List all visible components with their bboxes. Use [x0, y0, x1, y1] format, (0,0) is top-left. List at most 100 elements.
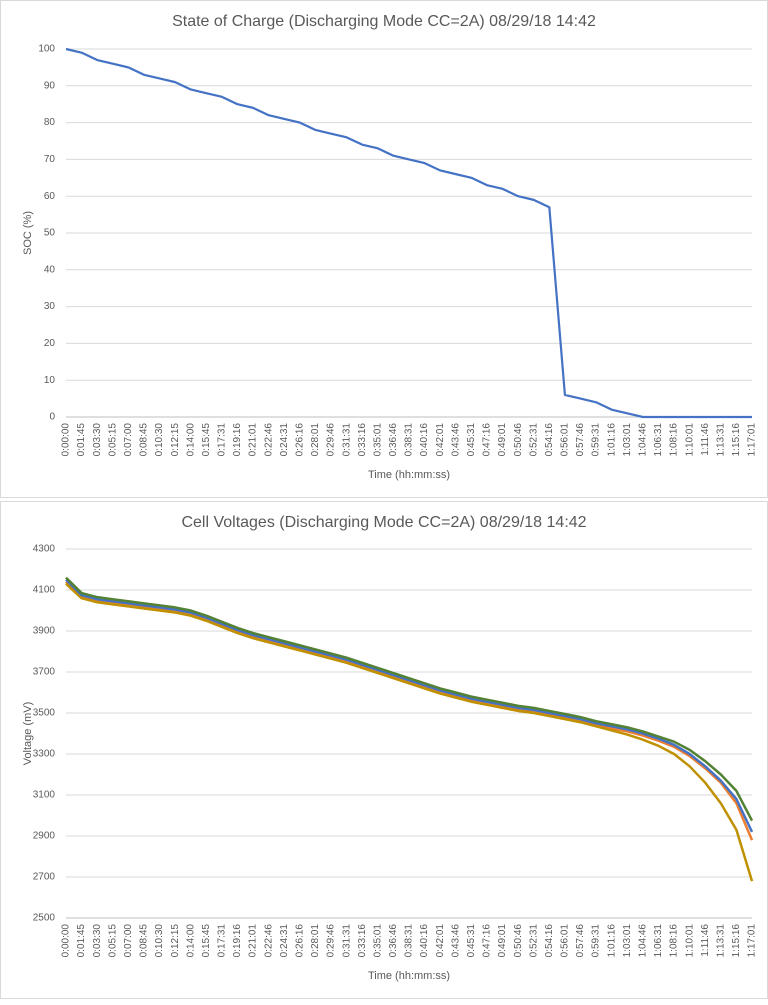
y-tick-label: 20: [44, 338, 56, 349]
y-tick-label: 4300: [33, 544, 56, 555]
x-tick-label: 0:17:31: [217, 423, 228, 457]
x-tick-label: 0:54:16: [544, 924, 555, 958]
y-axis-title: Voltage (mV): [22, 702, 34, 766]
x-tick-label: 1:01:16: [606, 924, 617, 958]
x-tick-label: 0:22:46: [263, 423, 274, 457]
y-tick-label: 3300: [33, 749, 56, 760]
x-tick-label: 0:01:45: [76, 423, 87, 457]
x-tick-label: 0:59:31: [591, 924, 602, 958]
x-tick-label: 0:10:30: [154, 423, 165, 457]
x-tick-label: 0:29:46: [326, 423, 337, 457]
x-tick-label: 0:05:15: [107, 423, 118, 457]
x-tick-label: 0:28:01: [310, 924, 321, 958]
x-tick-label: 0:38:31: [404, 423, 415, 457]
y-tick-label: 80: [44, 117, 56, 128]
x-tick-label: 0:15:45: [201, 924, 212, 958]
x-tick-label: 0:47:16: [482, 423, 493, 457]
x-tick-label: 1:15:16: [731, 423, 742, 457]
x-tick-label: 0:07:00: [123, 423, 134, 457]
x-tick-label: 1:17:01: [747, 423, 758, 457]
series-line: [65, 578, 754, 833]
x-tick-label: 0:08:45: [139, 924, 150, 958]
series-line: [65, 576, 754, 822]
x-tick-label: 0:50:46: [513, 423, 524, 457]
x-tick-label: 0:36:46: [388, 423, 399, 457]
series-line: [65, 582, 754, 882]
x-tick-label: 1:11:46: [700, 924, 711, 957]
x-tick-label: 0:00:00: [61, 924, 72, 958]
x-tick-label: 0:17:31: [217, 924, 228, 958]
x-tick-label: 1:06:31: [653, 924, 664, 958]
x-tick-label: 0:31:31: [341, 423, 352, 457]
x-tick-label: 0:19:16: [232, 423, 243, 457]
x-tick-label: 1:13:31: [715, 924, 726, 958]
x-tick-label: 0:36:46: [388, 924, 399, 958]
y-tick-label: 4100: [33, 585, 56, 596]
x-tick-label: 0:15:45: [201, 423, 212, 457]
x-tick-label: 0:50:46: [513, 924, 524, 958]
x-tick-label: 0:33:16: [357, 423, 368, 457]
panel: [0, 0, 768, 498]
x-axis-title: Time (hh:mm:ss): [368, 469, 450, 481]
x-tick-label: 1:04:46: [638, 423, 649, 457]
y-tick-label: 90: [44, 80, 56, 91]
x-tick-label: 1:13:31: [715, 423, 726, 457]
x-tick-label: 0:40:16: [419, 924, 430, 958]
x-tick-label: 0:07:00: [123, 924, 134, 958]
x-tick-label: 0:24:31: [279, 423, 290, 457]
x-tick-label: 1:01:16: [606, 423, 617, 457]
x-tick-label: 0:33:16: [357, 924, 368, 958]
x-tick-label: 0:35:01: [372, 423, 383, 457]
x-tick-label: 0:08:45: [139, 423, 150, 457]
x-tick-label: 0:00:00: [61, 423, 72, 457]
x-tick-label: 0:12:15: [170, 423, 181, 457]
x-tick-label: 0:56:01: [560, 423, 571, 457]
x-tick-label: 0:52:31: [528, 423, 539, 457]
x-tick-label: 1:08:16: [669, 423, 680, 457]
x-tick-label: 1:08:16: [669, 924, 680, 958]
x-tick-label: 0:43:46: [450, 924, 461, 958]
y-tick-label: 0: [49, 412, 55, 423]
x-tick-label: 1:15:16: [731, 924, 742, 958]
y-tick-label: 100: [38, 44, 55, 55]
y-tick-label: 70: [44, 154, 56, 165]
x-tick-label: 1:06:31: [653, 423, 664, 457]
x-tick-label: 1:04:46: [638, 924, 649, 958]
x-tick-label: 0:49:01: [497, 924, 508, 958]
x-tick-label: 0:03:30: [92, 423, 103, 457]
x-tick-label: 1:17:01: [747, 924, 758, 958]
y-tick-label: 10: [44, 375, 56, 386]
x-tick-label: 0:42:01: [435, 423, 446, 457]
x-tick-label: 0:45:31: [466, 423, 477, 457]
x-tick-label: 0:14:00: [185, 423, 196, 457]
x-tick-label: 1:03:01: [622, 423, 633, 457]
x-tick-label: 0:29:46: [326, 924, 337, 958]
panel: [0, 501, 768, 999]
x-tick-label: 0:10:30: [154, 924, 165, 958]
y-tick-label: 3100: [33, 790, 56, 801]
x-tick-label: 0:19:16: [232, 924, 243, 958]
x-tick-label: 0:28:01: [310, 423, 321, 457]
y-tick-label: 40: [44, 264, 56, 275]
x-tick-label: 0:59:31: [591, 423, 602, 457]
x-tick-label: 0:31:31: [341, 924, 352, 958]
x-tick-label: 0:03:30: [92, 924, 103, 958]
x-tick-label: 0:52:31: [528, 924, 539, 958]
x-tick-label: 0:22:46: [263, 924, 274, 958]
x-tick-label: 0:42:01: [435, 924, 446, 958]
chart-title: Cell Voltages (Discharging Mode CC=2A) 0…: [181, 514, 586, 531]
x-tick-label: 1:10:01: [684, 924, 695, 958]
x-tick-label: 0:54:16: [544, 423, 555, 457]
x-tick-label: 0:05:15: [107, 924, 118, 958]
x-tick-label: 0:26:16: [295, 423, 306, 457]
x-tick-label: 0:35:01: [372, 924, 383, 958]
y-tick-label: 3500: [33, 708, 56, 719]
x-tick-label: 1:11:46: [700, 423, 711, 456]
y-tick-label: 2500: [33, 913, 56, 924]
x-tick-label: 0:14:00: [185, 924, 196, 958]
x-tick-label: 0:12:15: [170, 924, 181, 958]
y-tick-label: 3900: [33, 626, 56, 637]
x-tick-label: 0:45:31: [466, 924, 477, 958]
x-tick-label: 0:38:31: [404, 924, 415, 958]
x-tick-label: 0:57:46: [575, 924, 586, 958]
